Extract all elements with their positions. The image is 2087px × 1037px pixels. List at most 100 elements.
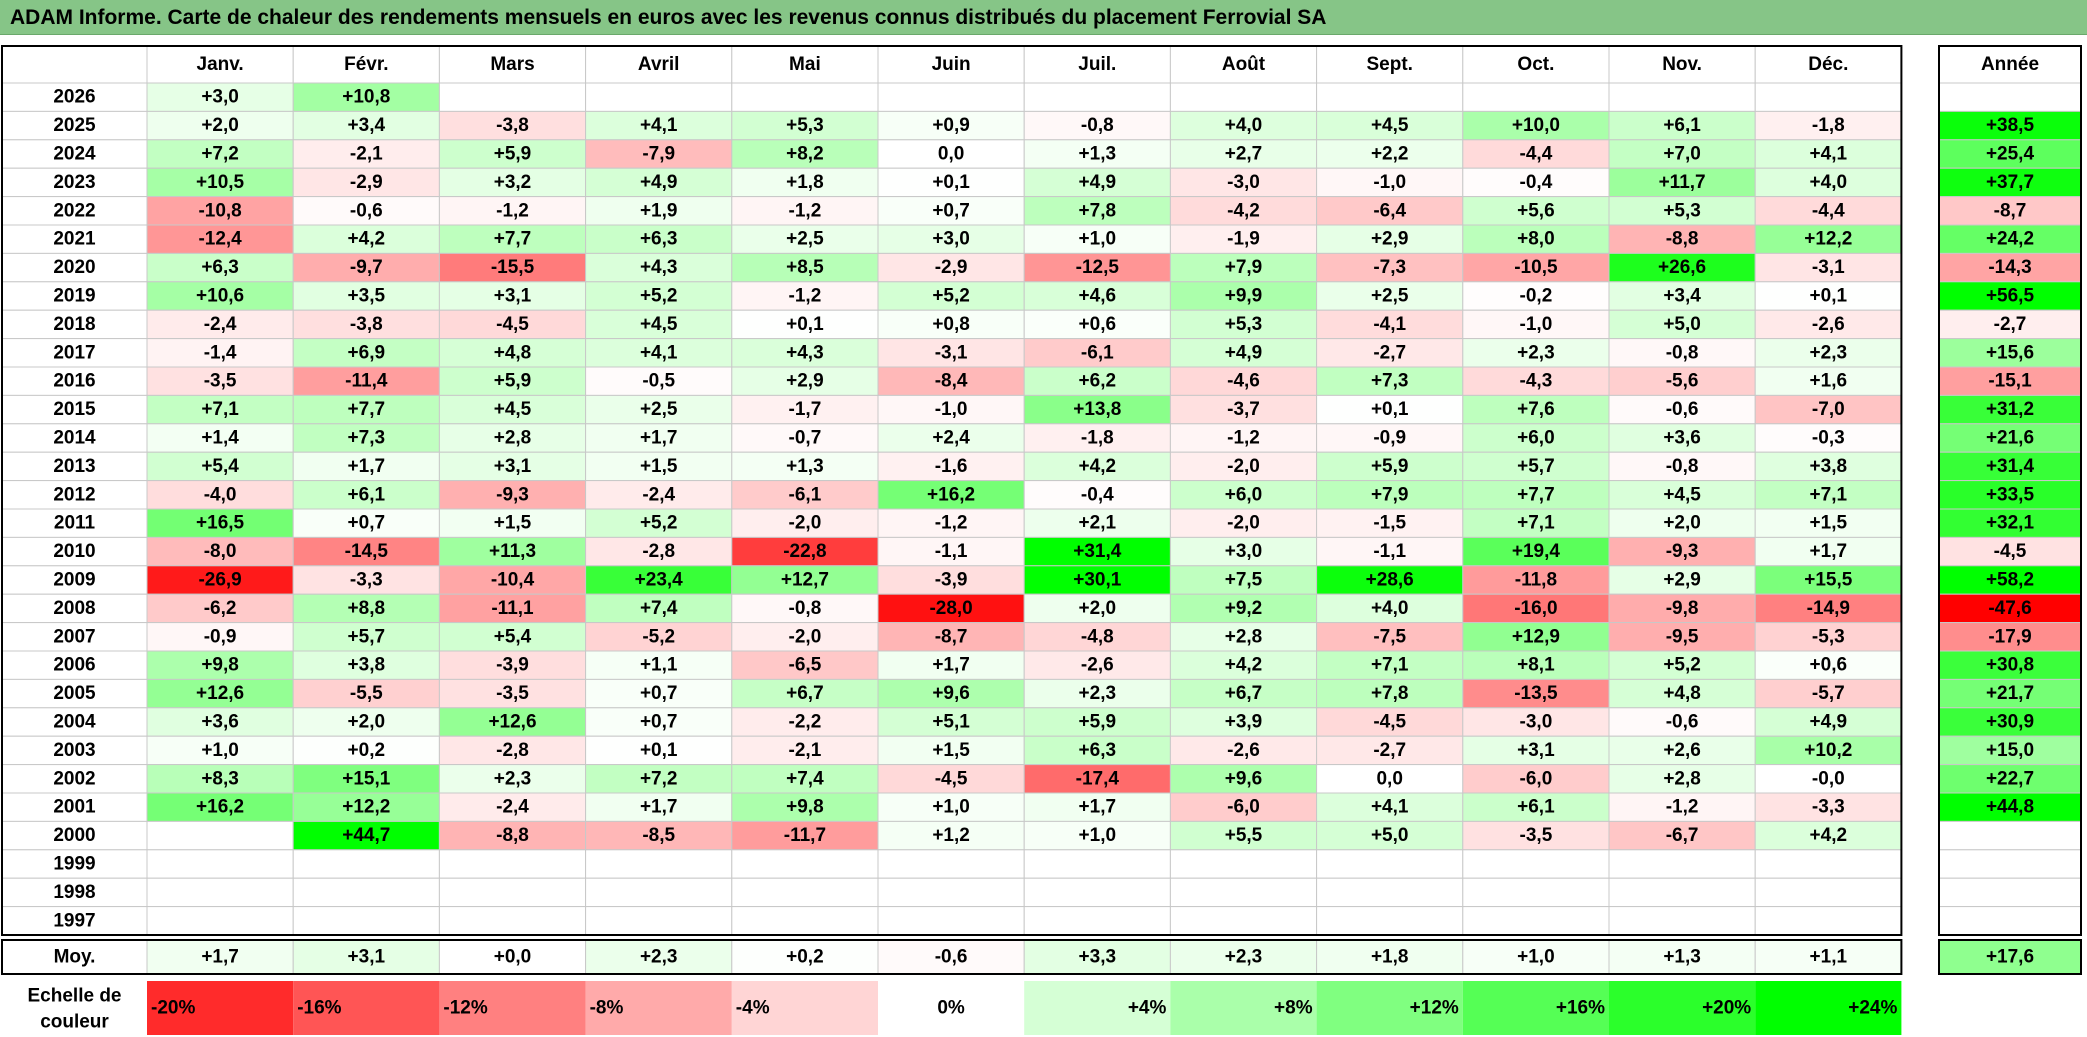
cell-value: +1,5 [640, 456, 678, 477]
heatmap-cell [438, 224, 587, 254]
cell-value: +7,7 [1517, 484, 1555, 505]
heatmap-cell [438, 480, 587, 510]
cell-value: +1,7 [932, 655, 970, 676]
cell-value: +5,9 [494, 371, 532, 392]
heatmap-cell [438, 877, 587, 908]
cell-value: -3,1 [935, 342, 968, 363]
annual-value: -8,7 [1994, 200, 2027, 221]
cell-value: -1,7 [789, 399, 822, 420]
heatmap-cell [585, 565, 733, 595]
cell-value: -0,6 [1666, 399, 1699, 420]
cell-value: +2,7 [1225, 144, 1263, 165]
cell-value: -7,0 [1812, 399, 1845, 420]
heatmap-cell [438, 366, 587, 396]
heatmap-cell [1169, 792, 1318, 822]
annual-cell [1938, 764, 2082, 794]
heatmap-cell [1169, 167, 1318, 198]
heatmap-cell [877, 281, 1025, 311]
cell-value: +7,8 [1079, 200, 1117, 221]
average-cell [292, 939, 440, 975]
cell-value: +5,9 [1371, 456, 1409, 477]
cell-value: +5,7 [1517, 456, 1555, 477]
cell-value: +1,7 [1810, 541, 1848, 562]
cell-value: -2,8 [642, 541, 675, 562]
scale-step-label: +8% [1274, 998, 1313, 1019]
cell-value: -4,1 [1373, 314, 1406, 335]
heatmap-cell [1316, 281, 1464, 311]
cell-value: -15,5 [491, 257, 535, 278]
heatmap-cell [1316, 678, 1464, 709]
heatmap-cell [146, 281, 294, 311]
heatmap-cell [1316, 764, 1464, 794]
heatmap-cell [1169, 196, 1318, 226]
heatmap-cell [1754, 906, 1902, 936]
heatmap-cell [1316, 593, 1464, 624]
annual-cell [1938, 820, 2082, 851]
annual-value: +30,9 [1986, 712, 2034, 733]
month-header-cell [1023, 45, 1171, 84]
heatmap-cell [585, 110, 733, 141]
cell-value: -12,4 [198, 229, 242, 250]
year-cell [1, 792, 148, 822]
heatmap-cell [1462, 508, 1610, 538]
cell-value: +4,1 [640, 115, 678, 136]
cell-value: +7,0 [1663, 144, 1701, 165]
cell-value: +23,4 [635, 570, 684, 591]
year-label: 2019 [53, 286, 95, 307]
cell-value: +31,4 [1073, 541, 1122, 562]
cell-value: +9,6 [1225, 768, 1263, 789]
heatmap-cell [1316, 480, 1464, 510]
annual-value: +22,7 [1986, 768, 2034, 789]
heatmap-cell [1608, 735, 1756, 766]
heatmap-cell [438, 252, 587, 283]
heatmap-cell [146, 252, 294, 283]
cell-value: -5,5 [350, 683, 383, 704]
heatmap-cell [731, 849, 879, 879]
average-value: +1,8 [1371, 947, 1409, 968]
year-label: 2020 [53, 257, 95, 278]
cell-value: +0,1 [640, 740, 678, 761]
scale-step-label: +20% [1702, 998, 1751, 1019]
heatmap-cell [292, 281, 440, 311]
cell-value: +10,0 [1512, 115, 1560, 136]
heatmap-cell [877, 338, 1025, 368]
heatmap-cell [1608, 139, 1756, 169]
heatmap-cell [585, 849, 733, 879]
heatmap-cell [877, 906, 1025, 936]
cell-value: +4,6 [1079, 286, 1117, 307]
year-label: 2016 [53, 371, 95, 392]
cell-value: +5,0 [1371, 825, 1409, 846]
cell-value: +7,8 [1371, 683, 1409, 704]
heatmap-cell [585, 877, 733, 908]
cell-value: -1,2 [1227, 428, 1260, 449]
chart-title: ADAM Informe. Carte de chaleur des rende… [0, 0, 2087, 35]
cell-value: +4,5 [640, 314, 678, 335]
heatmap-cell [1754, 622, 1902, 652]
cell-value: +2,5 [786, 229, 824, 250]
cell-value: +1,0 [1079, 229, 1117, 250]
scale-step-label: +4% [1128, 998, 1167, 1019]
cell-value: -5,3 [1812, 626, 1845, 647]
cell-value: -8,5 [642, 825, 675, 846]
heatmap-cell [731, 820, 879, 851]
cell-value: -11,8 [1515, 570, 1557, 591]
cell-value: +3,4 [348, 115, 386, 136]
cell-value: +9,8 [201, 655, 239, 676]
heatmap-cell [877, 309, 1025, 340]
cell-value: +7,1 [1810, 484, 1848, 505]
average-value: +0,2 [786, 947, 824, 968]
heatmap-cell [731, 792, 879, 822]
heatmap-cell [1023, 196, 1171, 226]
heatmap-cell [292, 110, 440, 141]
heatmap-cell [1754, 650, 1902, 680]
cell-value: +8,2 [786, 144, 824, 165]
cell-value: -9,7 [350, 257, 383, 278]
year-label: 2011 [54, 513, 96, 534]
cell-value: -0,7 [789, 428, 822, 449]
cell-value: +7,3 [348, 428, 386, 449]
average-cell [438, 939, 587, 975]
cell-value: +4,0 [1371, 598, 1409, 619]
cell-value: -12,5 [1076, 257, 1120, 278]
heatmap-cell [585, 309, 733, 340]
cell-value: +8,5 [786, 257, 824, 278]
